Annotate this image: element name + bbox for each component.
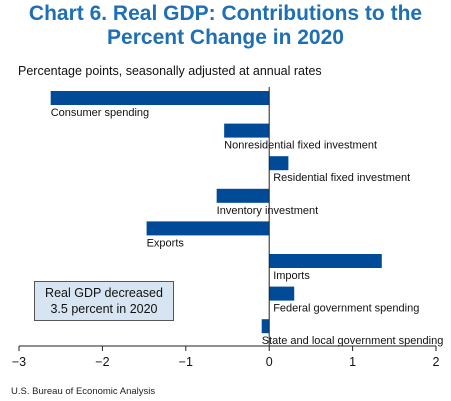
bars-group (50, 91, 382, 334)
category-label: Inventory investment (217, 205, 319, 217)
bar (269, 254, 382, 268)
chart-title: Chart 6. Real GDP: Contributions to the … (0, 2, 451, 50)
category-label: Exports (147, 237, 185, 249)
bar (269, 156, 289, 171)
bar (216, 188, 270, 203)
chart-subtitle: Percentage points, seasonally adjusted a… (18, 64, 322, 78)
category-label: State and local government spending (262, 335, 444, 347)
x-tick-label: 1 (349, 355, 356, 369)
gdp-callout-box: Real GDP decreased 3.5 percent in 2020 (34, 281, 174, 321)
bar (50, 91, 270, 105)
callout-line-2: 3.5 percent in 2020 (50, 302, 158, 316)
category-label: Imports (273, 270, 310, 282)
category-label: Residential fixed investment (273, 172, 410, 184)
callout-line-1: Real GDP decreased (45, 286, 163, 300)
x-tick-label: 0 (266, 355, 273, 369)
x-tick-label: −1 (179, 355, 193, 369)
x-tick-label: −3 (12, 355, 26, 369)
chart-title-line-2: Percent Change in 2020 (107, 26, 344, 49)
bar (261, 319, 270, 334)
x-tick-label: −2 (95, 355, 109, 369)
bar (224, 123, 270, 138)
x-axis: −3 −2 −1 0 1 2 (12, 87, 440, 369)
bar (146, 221, 270, 236)
category-labels-group: Consumer spending Nonresidential fixed in… (51, 107, 444, 347)
chart-title-line-1: Chart 6. Real GDP: Contributions to the (28, 2, 423, 25)
category-label: Consumer spending (51, 107, 149, 119)
bar (269, 286, 295, 301)
category-label: Federal government spending (273, 303, 419, 315)
category-label: Nonresidential fixed investment (224, 140, 377, 152)
source-note: U.S. Bureau of Economic Analysis (11, 386, 156, 397)
x-tick-label: 2 (433, 355, 440, 369)
